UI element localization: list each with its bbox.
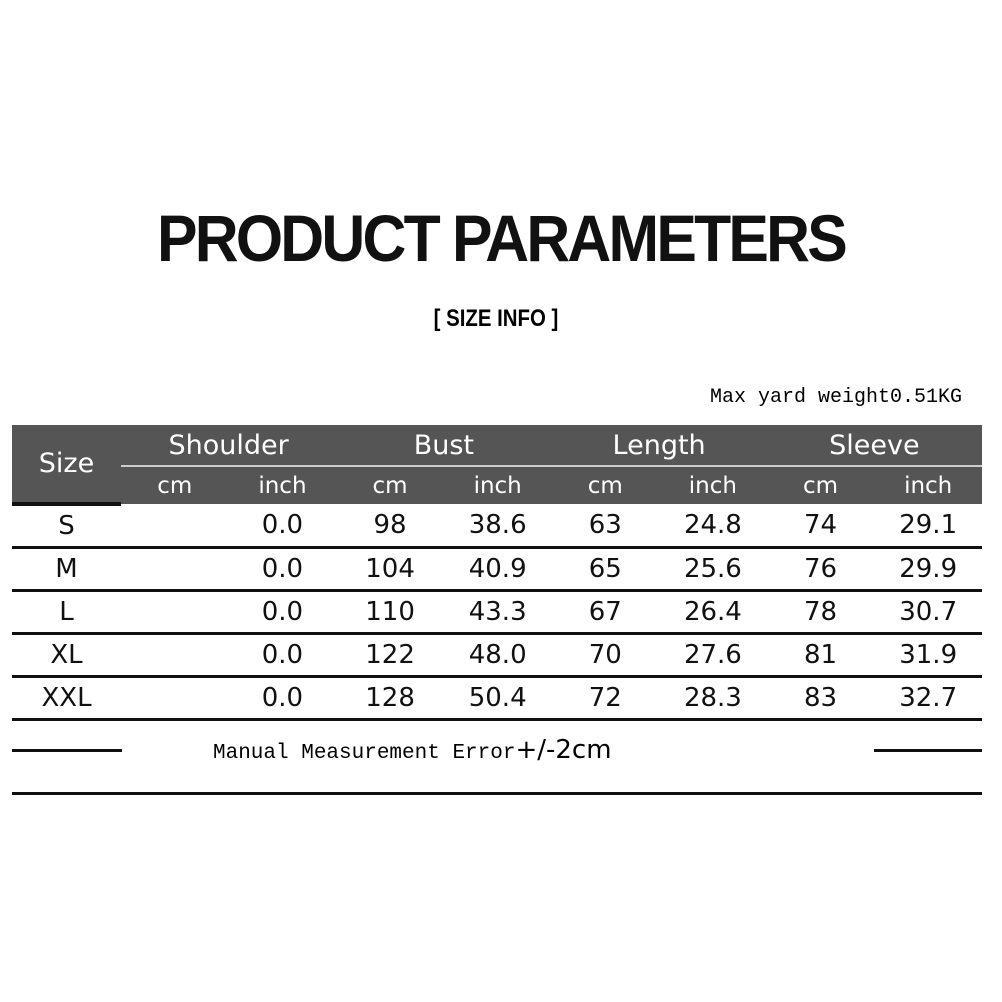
value-cell: 98 [336,504,444,549]
value-cell: 25.6 [659,547,767,592]
value-cell [121,547,229,592]
unit-header: cm [121,466,229,504]
table-row: L 0.0 110 43.3 67 26.4 78 30.7 [12,590,982,635]
value-cell: 43.3 [443,590,552,635]
group-header: Sleeve [766,425,982,467]
divider [874,749,982,752]
divider [12,792,982,795]
size-cell: XL [12,633,122,678]
value-cell: 24.8 [659,504,767,549]
table-row: XL 0.0 122 48.0 70 27.6 81 31.9 [12,633,982,678]
value-cell: 78 [766,590,875,635]
value-cell: 128 [336,676,444,721]
value-cell: 67 [551,590,660,635]
size-cell: M [12,547,122,592]
value-cell: 30.7 [874,590,982,635]
table-row: M 0.0 104 40.9 65 25.6 76 29.9 [12,547,982,592]
value-cell: 50.4 [443,676,552,721]
size-table: Size Shoulder Bust Length Sleeve cm inch c… [12,425,982,721]
unit-header: cm [551,466,660,504]
group-header: Length [551,425,767,467]
value-cell: 0.0 [228,676,337,721]
value-cell: 38.6 [443,504,552,549]
weight-note: Max yard weight0.51KG [709,386,962,409]
value-cell: 74 [766,504,875,549]
unit-header: inch [443,466,552,504]
unit-header: cm [336,466,444,504]
size-cell: S [12,504,122,549]
table-row: XXL 0.0 128 50.4 72 28.3 83 32.7 [12,676,982,721]
value-cell: 122 [336,633,444,678]
value-cell: 26.4 [659,590,767,635]
value-cell: 110 [336,590,444,635]
size-cell: L [12,590,122,635]
unit-header: inch [228,466,337,504]
value-cell: 72 [551,676,660,721]
size-cell: XXL [12,676,122,721]
note-text: Manual Measurement Error [213,742,516,765]
unit-header: inch [874,466,982,504]
value-cell: 0.0 [228,504,337,549]
value-cell: 63 [551,504,660,549]
value-cell: 0.0 [228,547,337,592]
value-cell: 28.3 [659,676,767,721]
divider [12,749,122,752]
subtitle: [ SIZE INFO ] [433,305,559,332]
measurement-note: Manual Measurement Error+/-2cm [213,735,612,765]
value-cell: 27.6 [659,633,767,678]
unit-header: cm [766,466,875,504]
table-row: S 0.0 98 38.6 63 24.8 74 29.1 [12,504,982,549]
value-cell: 83 [766,676,875,721]
value-cell [121,504,229,549]
value-cell: 29.1 [874,504,982,549]
value-cell: 0.0 [228,590,337,635]
unit-header: inch [659,466,767,504]
value-cell: 0.0 [228,633,337,678]
value-cell: 81 [766,633,875,678]
page-title: PRODUCT PARAMETERS [157,201,848,275]
group-header: Bust [336,425,552,467]
value-cell [121,676,229,721]
value-cell: 65 [551,547,660,592]
value-cell: 48.0 [443,633,552,678]
value-cell: 31.9 [874,633,982,678]
value-cell: 70 [551,633,660,678]
size-header: Size [12,425,122,506]
value-cell: 40.9 [443,547,552,592]
value-cell [121,590,229,635]
value-cell: 29.9 [874,547,982,592]
value-cell: 104 [336,547,444,592]
value-cell: 32.7 [874,676,982,721]
group-header: Shoulder [121,425,337,467]
value-cell [121,633,229,678]
tolerance: +/-2cm [515,735,612,765]
value-cell: 76 [766,547,875,592]
